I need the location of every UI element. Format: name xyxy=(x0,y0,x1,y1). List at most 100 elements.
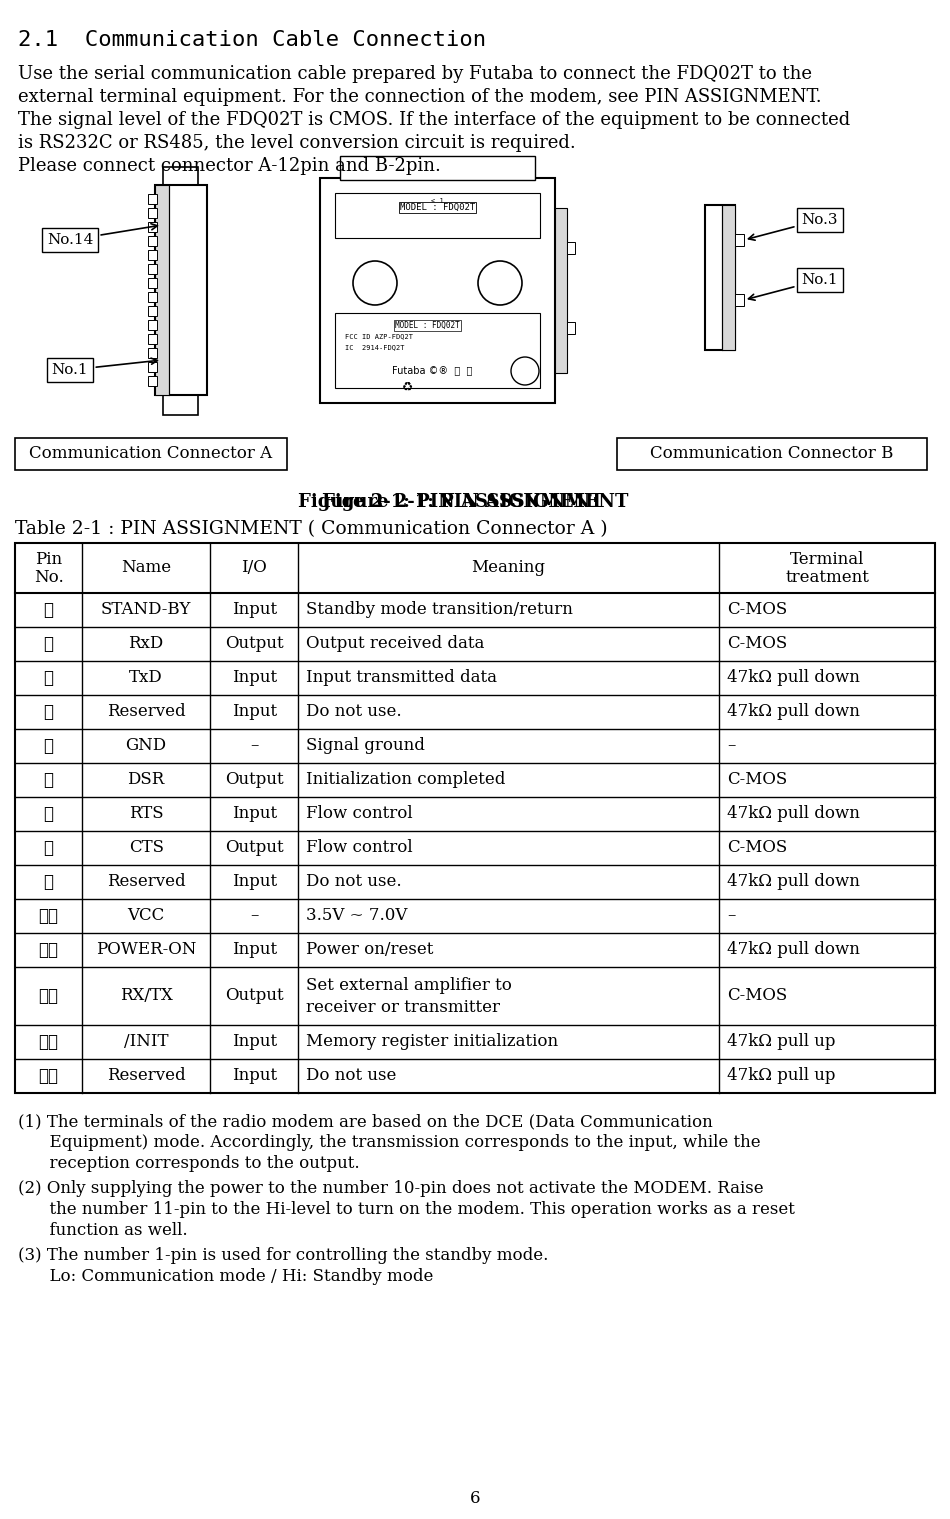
Bar xyxy=(335,313,540,387)
Bar xyxy=(340,156,535,179)
Bar xyxy=(148,235,157,246)
Bar xyxy=(15,437,287,469)
Text: Signal ground: Signal ground xyxy=(306,738,425,755)
Text: Figure 2-1: PIN ASSIGNMENT: Figure 2-1: PIN ASSIGNMENT xyxy=(322,494,628,510)
Bar xyxy=(148,194,157,204)
Text: 2.1  Communication Cable Connection: 2.1 Communication Cable Connection xyxy=(18,30,486,50)
Text: Do not use.: Do not use. xyxy=(306,703,402,720)
Text: Communication Connector A: Communication Connector A xyxy=(29,445,273,462)
Bar xyxy=(567,322,575,334)
Text: (2) Only supplying the power to the number 10-pin does not activate the MODEM. R: (2) Only supplying the power to the numb… xyxy=(18,1180,764,1197)
Bar xyxy=(15,542,935,1094)
Text: RX/TX: RX/TX xyxy=(120,987,173,1004)
Bar xyxy=(617,437,927,469)
Text: ２: ２ xyxy=(44,635,53,653)
Text: Input: Input xyxy=(232,942,276,958)
Text: C-MOS: C-MOS xyxy=(727,840,788,857)
Text: ５: ５ xyxy=(44,738,53,755)
Text: –: – xyxy=(250,738,258,755)
Text: ♻: ♻ xyxy=(402,380,413,393)
Text: Output: Output xyxy=(225,772,283,788)
Text: ８: ８ xyxy=(44,840,53,857)
Text: 47kΩ pull down: 47kΩ pull down xyxy=(727,942,860,958)
Text: RTS: RTS xyxy=(129,805,163,822)
Text: 47kΩ pull down: 47kΩ pull down xyxy=(727,670,860,687)
Text: Memory register initialization: Memory register initialization xyxy=(306,1033,559,1051)
Bar xyxy=(163,167,198,187)
Text: Do not use: Do not use xyxy=(306,1068,396,1085)
Text: –: – xyxy=(727,738,735,755)
Bar xyxy=(148,305,157,316)
Text: Figure 2-1: PIN A: Figure 2-1: PIN A xyxy=(298,494,475,510)
Bar xyxy=(735,234,744,246)
Text: No.1: No.1 xyxy=(749,273,838,301)
Text: 3.5V ~ 7.0V: 3.5V ~ 7.0V xyxy=(306,907,408,925)
Bar xyxy=(148,278,157,289)
Text: Use the serial communication cable prepared by Futaba to connect the FDQ02T to t: Use the serial communication cable prepa… xyxy=(18,65,812,84)
Text: Input: Input xyxy=(232,1068,276,1085)
Text: Do not use.: Do not use. xyxy=(306,873,402,890)
Text: the number 11-pin to the Hi-level to turn on the modem. This operation works as : the number 11-pin to the Hi-level to tur… xyxy=(18,1202,795,1218)
Text: reception corresponds to the output.: reception corresponds to the output. xyxy=(18,1154,360,1173)
Text: 47kΩ pull down: 47kΩ pull down xyxy=(727,873,860,890)
Text: １３: １３ xyxy=(39,1033,59,1051)
Text: IC  2914-FDQ2T: IC 2914-FDQ2T xyxy=(345,343,405,349)
Bar xyxy=(555,208,567,374)
Text: １４: １４ xyxy=(39,1068,59,1085)
Bar xyxy=(148,264,157,273)
Text: TxD: TxD xyxy=(129,670,163,687)
Text: No.3: No.3 xyxy=(749,213,838,240)
Text: FCC ID AZP-FDQ2T: FCC ID AZP-FDQ2T xyxy=(345,333,413,339)
Text: 47kΩ pull down: 47kΩ pull down xyxy=(727,703,860,720)
Text: Flow control: Flow control xyxy=(306,805,412,822)
Text: Output: Output xyxy=(225,635,283,653)
Text: ４: ４ xyxy=(44,703,53,720)
Text: Table 2-1 : PIN ASSIGNMENT ( Communication Connector A ): Table 2-1 : PIN ASSIGNMENT ( Communicati… xyxy=(15,519,608,538)
Bar xyxy=(567,242,575,254)
Text: １２: １２ xyxy=(39,987,59,1004)
Text: CTS: CTS xyxy=(128,840,163,857)
Text: Output: Output xyxy=(225,840,283,857)
Text: Input: Input xyxy=(232,602,276,618)
Text: Flow control: Flow control xyxy=(306,840,412,857)
Text: –: – xyxy=(727,907,735,925)
Text: Reserved: Reserved xyxy=(106,1068,185,1085)
Text: １１: １１ xyxy=(39,942,59,958)
Text: GND: GND xyxy=(125,738,167,755)
Circle shape xyxy=(478,261,522,305)
Text: (1) The terminals of the radio modem are based on the DCE (Data Communication: (1) The terminals of the radio modem are… xyxy=(18,1113,712,1130)
Bar xyxy=(148,292,157,302)
Text: Please connect connector A-12pin and B-2pin.: Please connect connector A-12pin and B-2… xyxy=(18,156,441,175)
Text: Initialization completed: Initialization completed xyxy=(306,772,505,788)
Text: RxD: RxD xyxy=(128,635,163,653)
Text: Pin: Pin xyxy=(35,550,62,568)
Text: Name: Name xyxy=(121,559,171,577)
Text: Reserved: Reserved xyxy=(106,703,185,720)
Text: C-MOS: C-MOS xyxy=(727,635,788,653)
Text: ９: ９ xyxy=(44,873,53,890)
Text: Set external amplifier to: Set external amplifier to xyxy=(306,977,512,993)
Text: ３: ３ xyxy=(44,670,53,687)
Text: treatment: treatment xyxy=(785,568,869,585)
Text: Power on/reset: Power on/reset xyxy=(306,942,433,958)
Text: ６: ６ xyxy=(44,772,53,788)
Text: No.1: No.1 xyxy=(51,358,158,377)
Bar xyxy=(320,178,555,403)
Text: Equipment) mode. Accordingly, the transmission corresponds to the input, while t: Equipment) mode. Accordingly, the transm… xyxy=(18,1135,761,1151)
Bar xyxy=(722,205,735,349)
Text: C-MOS: C-MOS xyxy=(727,602,788,618)
Bar xyxy=(148,377,157,386)
Text: POWER-ON: POWER-ON xyxy=(96,942,197,958)
Text: Lo: Communication mode / Hi: Standby mode: Lo: Communication mode / Hi: Standby mod… xyxy=(18,1268,433,1285)
Circle shape xyxy=(511,357,539,384)
Bar xyxy=(148,362,157,372)
Text: No.: No. xyxy=(33,568,64,585)
Bar xyxy=(148,348,157,358)
Text: –: – xyxy=(250,907,258,925)
Bar xyxy=(148,334,157,343)
Text: 47kΩ pull up: 47kΩ pull up xyxy=(727,1033,836,1051)
Text: MODEL : FDQ02T: MODEL : FDQ02T xyxy=(400,204,475,213)
Text: Input: Input xyxy=(232,805,276,822)
Bar xyxy=(155,185,169,395)
Text: 47kΩ pull down: 47kΩ pull down xyxy=(727,805,860,822)
